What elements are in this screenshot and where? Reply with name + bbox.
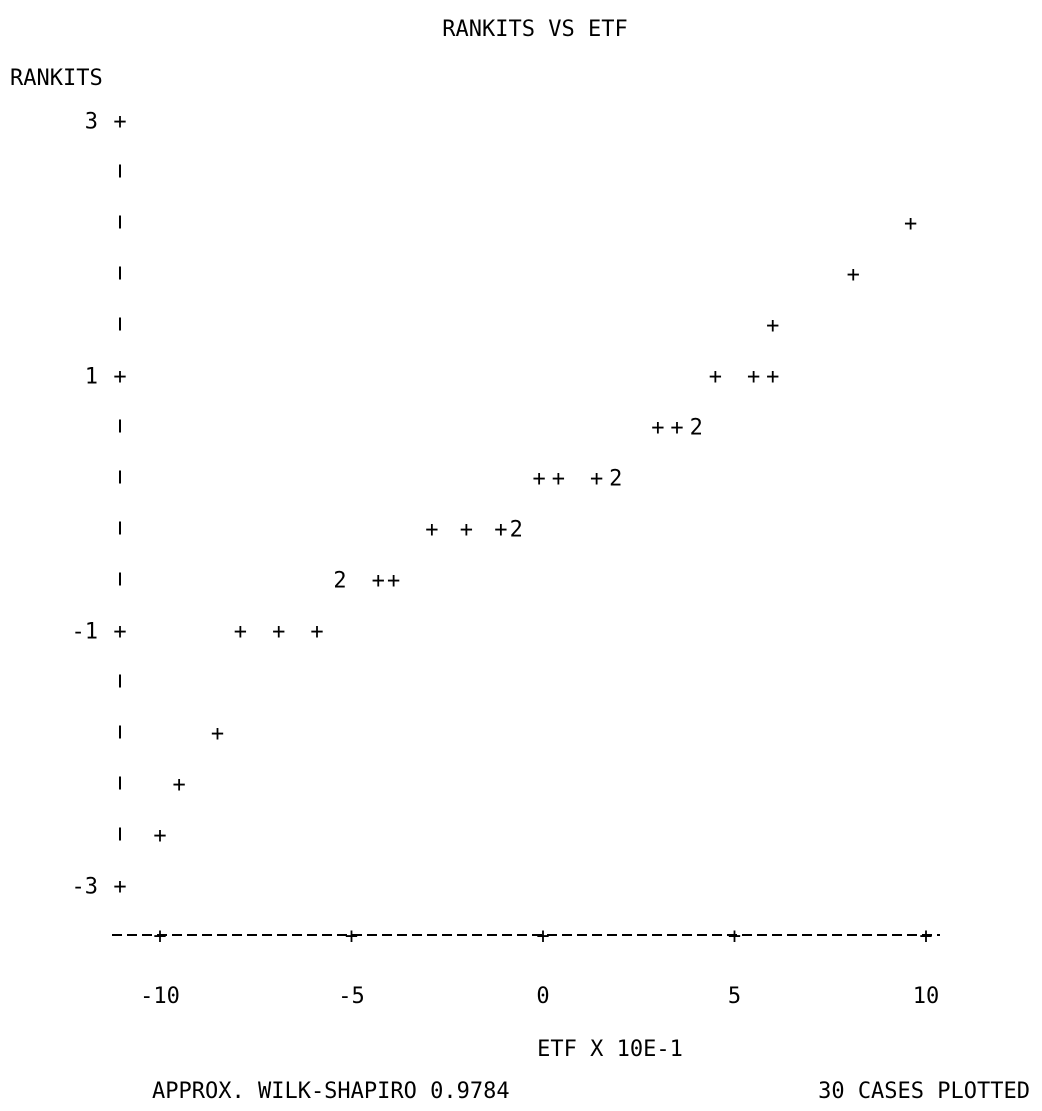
y-tick-label: 3 <box>85 110 98 135</box>
x-tick-mark: + <box>919 924 932 949</box>
data-point: + <box>766 365 779 390</box>
data-point: + <box>747 365 760 390</box>
x-tick-mark: + <box>536 924 549 949</box>
data-point: + <box>460 518 473 543</box>
data-point: + <box>847 263 860 288</box>
x-tick-label: 10 <box>913 984 940 1009</box>
data-point: + <box>310 620 323 645</box>
data-point: + <box>234 620 247 645</box>
data-point: + <box>173 773 186 798</box>
y-tick-label: -3 <box>72 875 99 900</box>
x-tick-label: 5 <box>728 984 741 1009</box>
wilk-shapiro-statistic: APPROX. WILK-SHAPIRO 0.9784 <box>152 1079 510 1104</box>
data-point: + <box>272 620 285 645</box>
data-point: + <box>552 467 565 492</box>
data-point: + <box>387 569 400 594</box>
data-point: + <box>670 416 683 441</box>
data-point: + <box>651 416 664 441</box>
y-tick-mark: + <box>113 620 126 645</box>
x-tick-label: -10 <box>140 984 180 1009</box>
y-axis-label: RANKITS <box>10 66 103 91</box>
data-point: + <box>153 824 166 849</box>
data-point: + <box>425 518 438 543</box>
x-axis: + -10 + -5 +0 +5 +10 <box>112 924 940 1009</box>
x-axis-label: ETF X 10E-1 <box>537 1037 683 1062</box>
data-point-double: 2 <box>609 467 622 492</box>
y-tick-mark: + <box>113 110 126 135</box>
data-point-double: 2 <box>690 416 703 441</box>
cases-plotted-count: 30 CASES PLOTTED <box>818 1079 1030 1104</box>
x-tick-label: -5 <box>338 984 365 1009</box>
y-tick-label: 1 <box>85 365 98 390</box>
data-point: + <box>372 569 385 594</box>
x-tick-mark: + <box>345 924 358 949</box>
data-point: + <box>211 722 224 747</box>
x-tick-label: 0 <box>536 984 549 1009</box>
x-tick-mark: + <box>153 924 166 949</box>
data-point: + <box>904 212 917 237</box>
data-point: + <box>533 467 546 492</box>
chart-title: RANKITS VS ETF <box>442 17 627 42</box>
y-axis: +3 +1 + -1 + -3 <box>72 110 127 900</box>
data-point: + <box>766 314 779 339</box>
y-tick-mark: + <box>113 875 126 900</box>
data-point-double: 2 <box>510 518 523 543</box>
data-point: + <box>709 365 722 390</box>
y-tick-label: -1 <box>72 620 99 645</box>
data-point: + <box>494 518 507 543</box>
data-point: + <box>590 467 603 492</box>
y-tick-mark: + <box>113 365 126 390</box>
x-tick-mark: + <box>728 924 741 949</box>
data-points: ++++ + +2 + ++ + +2+ + +2+ +2+ + ++++ <box>153 212 917 849</box>
data-point-double: 2 <box>333 569 346 594</box>
